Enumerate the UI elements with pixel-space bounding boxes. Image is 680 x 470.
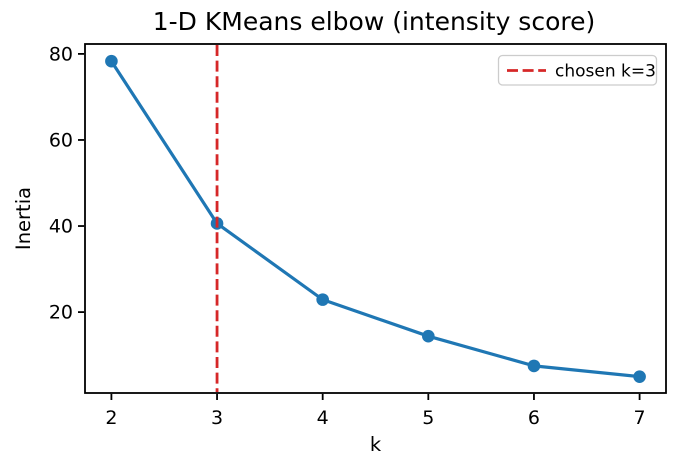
data-point-k2 — [105, 54, 118, 68]
y-tick-label: 80 — [49, 43, 73, 65]
y-tick-label: 40 — [49, 216, 73, 238]
axis-ticks: 2 3 4 5 6 7 20 40 60 80 — [49, 43, 646, 429]
chart-title: 1-D KMeans elbow (intensity score) — [153, 7, 596, 36]
y-axis-label: Inertia — [12, 187, 35, 250]
data-point-k7 — [633, 370, 646, 383]
data-point-k5 — [422, 329, 435, 343]
data-point-k4 — [316, 293, 329, 306]
legend: chosen k=3 — [497, 54, 658, 86]
x-tick-label: 2 — [105, 407, 117, 429]
y-tick-label: 20 — [49, 302, 73, 324]
y-tick-label: 60 — [49, 129, 73, 151]
x-tick-label: 7 — [634, 407, 646, 429]
legend-label: chosen k=3 — [555, 62, 656, 82]
x-tick-label: 6 — [528, 407, 540, 429]
x-tick-label: 3 — [211, 407, 223, 429]
x-tick-label: 4 — [317, 407, 329, 429]
inertia-line — [109, 59, 642, 379]
x-tick-label: 5 — [422, 407, 434, 429]
data-series — [105, 54, 646, 383]
data-point-k6 — [527, 359, 541, 373]
plot-frame — [84, 43, 667, 394]
x-axis-label: k — [370, 433, 382, 456]
legend-box — [497, 54, 658, 86]
